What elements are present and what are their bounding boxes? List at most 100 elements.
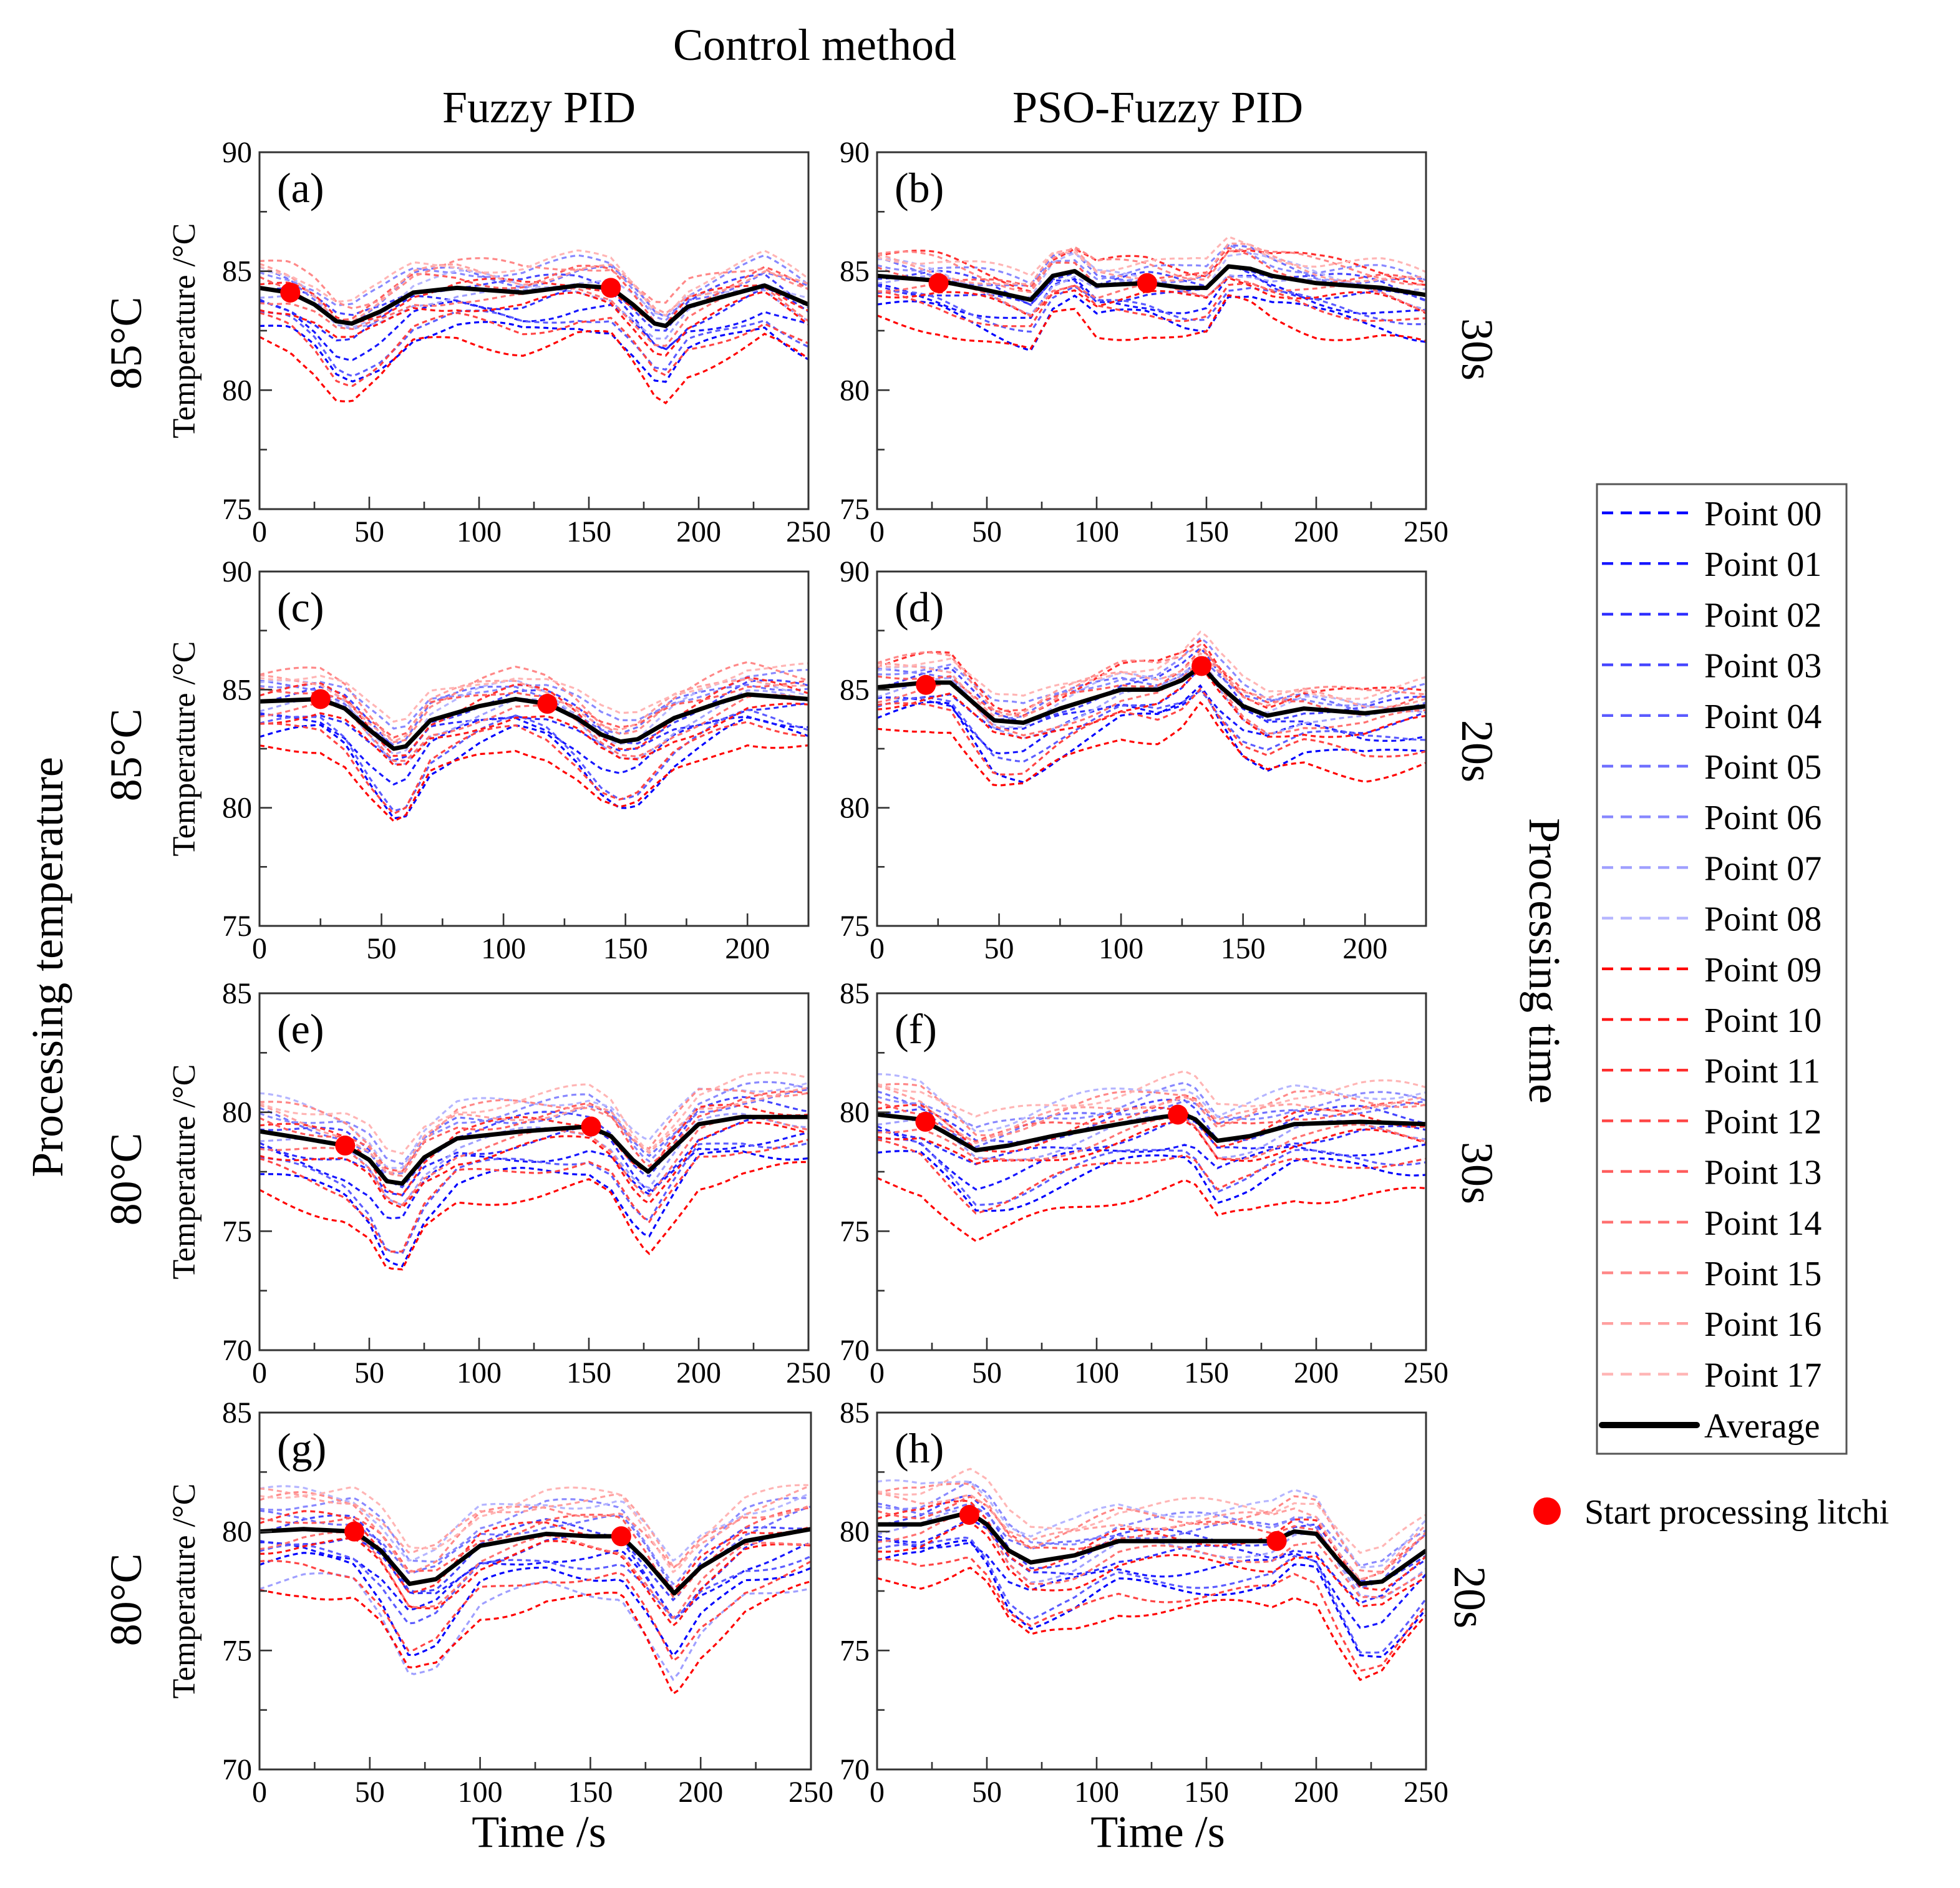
series-point-line [260, 254, 808, 322]
plot-frame [876, 1411, 1427, 1771]
start-marker-legend-icon [1533, 1497, 1561, 1525]
x-tick-label: 100 [481, 932, 526, 965]
legend-label-point: Point 03 [1704, 647, 1822, 686]
y-tick-label: 75 [840, 1215, 870, 1248]
panel-c: 0 50 100 150 200 75 80 85 90 (c) Temperature /°C [167, 555, 810, 965]
x-tick-label: 150 [603, 932, 648, 965]
series-point-line [877, 1492, 1426, 1581]
series-point-line [877, 285, 1426, 333]
y-tick-label: 75 [222, 493, 252, 526]
y-tick-label: 75 [840, 493, 870, 526]
start-processing-marker [915, 1111, 936, 1132]
series-point-line [877, 636, 1426, 707]
series-point-line [260, 662, 808, 723]
series-point-line [877, 1099, 1426, 1144]
x-tick-label: 250 [786, 515, 831, 548]
x-tick-label: 0 [252, 1356, 267, 1389]
y-tick-label: 75 [222, 1215, 252, 1248]
series-point-line [260, 1537, 811, 1627]
x-tick-label: 150 [566, 515, 611, 548]
legend-label-point: Point 15 [1704, 1255, 1822, 1293]
x-tick-label: 200 [676, 1356, 721, 1389]
series-point-line [877, 659, 1426, 729]
series-point-line [260, 1544, 811, 1625]
y-tick-label: 80 [840, 792, 870, 825]
series-point-line [877, 1119, 1426, 1165]
series-point-line [877, 247, 1426, 293]
y-tick-label: 90 [222, 555, 252, 588]
y-tick-label: 80 [840, 374, 870, 407]
series-point-line [877, 1070, 1426, 1118]
x-tick-label: 50 [354, 515, 384, 548]
x-tick-label: 250 [786, 1356, 831, 1389]
y-tick-label: 80 [222, 1516, 252, 1549]
x-tick-label: 0 [870, 515, 885, 548]
series-point-line [260, 1112, 808, 1207]
series-point-line [877, 264, 1426, 306]
x-tick-label: 150 [1184, 515, 1229, 548]
series-point-line [260, 661, 808, 744]
start-processing-marker [611, 1526, 631, 1547]
start-processing-marker [1266, 1530, 1287, 1551]
series-point-line [877, 687, 1426, 776]
series-point-line [877, 243, 1426, 285]
series-group [260, 661, 808, 823]
y-axis-label: Temperature /°C [167, 1484, 202, 1699]
y-tick-label: 75 [840, 1634, 870, 1667]
panel-label: (a) [277, 164, 324, 212]
series-point-line [877, 1556, 1426, 1672]
series-point-line [260, 257, 808, 310]
x-axis-label: Time /s [1090, 1807, 1225, 1857]
legend-label-point: Point 02 [1704, 596, 1822, 635]
panel-label: (c) [277, 583, 324, 631]
x-tick-label: 250 [1404, 1356, 1448, 1389]
x-tick-label: 100 [1074, 1356, 1119, 1389]
legend-average-label: Average [1704, 1407, 1820, 1446]
start-processing-marker [310, 689, 331, 709]
x-tick-label: 200 [1294, 1776, 1339, 1809]
row-time-label: 20s [1445, 1566, 1495, 1628]
series-point-line [260, 1121, 808, 1209]
panel-b: 0 50 100 150 200 250 75 80 85 90 (b) [840, 136, 1448, 548]
x-tick-label: 50 [354, 1356, 384, 1389]
y-tick-label: 80 [222, 374, 252, 407]
series-point-line [260, 311, 808, 387]
x-tick-label: 200 [1294, 1356, 1339, 1389]
series-point-line [260, 1096, 808, 1189]
series-point-line [877, 1139, 1426, 1215]
start-processing-marker [335, 1136, 356, 1156]
series-point-line [877, 294, 1426, 350]
start-processing-marker [928, 273, 949, 293]
column-title-fuzzy-pid: Fuzzy PID [442, 82, 636, 132]
start-processing-marker [1191, 656, 1212, 676]
row-time-label: 30s [1452, 1142, 1502, 1204]
y-tick-label: 85 [222, 673, 252, 706]
plot-frame [876, 151, 1427, 510]
x-tick-label: 150 [1184, 1776, 1229, 1809]
legend-label-point: Point 00 [1704, 495, 1822, 533]
series-point-line [877, 265, 1426, 306]
series-point-line [260, 708, 808, 812]
series-point-line [260, 270, 808, 329]
series-point-line [877, 1129, 1426, 1191]
series-point-line [260, 1484, 811, 1568]
series-point-line [260, 1484, 811, 1574]
legend-label-point: Point 08 [1704, 900, 1822, 939]
x-tick-label: 0 [870, 1776, 885, 1809]
y-axis-label: Temperature /°C [167, 641, 202, 857]
row-temperature-label: 80°C [101, 1133, 151, 1226]
series-point-line [260, 702, 808, 762]
y-tick-label: 70 [840, 1753, 870, 1786]
panel-label: (b) [895, 164, 944, 212]
y-tick-label: 85 [840, 255, 870, 288]
x-tick-label: 150 [568, 1776, 613, 1809]
panel-label: (f) [895, 1005, 937, 1053]
row-temperature-label: 85°C [101, 297, 151, 390]
series-point-line [260, 299, 808, 361]
series-average-line [877, 264, 1426, 302]
series-point-line [260, 1531, 811, 1620]
panel-label: (e) [277, 1005, 324, 1053]
legend-label-point: Point 10 [1704, 1001, 1822, 1040]
legend-label-point: Point 01 [1704, 545, 1822, 584]
